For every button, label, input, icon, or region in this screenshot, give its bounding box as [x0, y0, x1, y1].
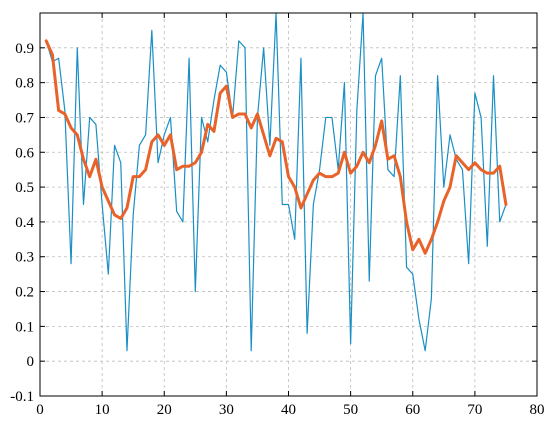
series-layer — [44, 12, 508, 352]
grid — [40, 13, 537, 396]
y-tick-label: 0.3 — [15, 250, 34, 266]
x-tick-label: 70 — [467, 402, 482, 418]
x-tick-label: 20 — [157, 402, 172, 418]
ticks — [39, 13, 538, 397]
y-tick-label: 0.8 — [15, 76, 34, 92]
y-tick-label: 0.7 — [15, 110, 34, 126]
x-tick-label: 50 — [343, 402, 358, 418]
y-tick-label: 0.2 — [15, 285, 34, 301]
y-tick-label: 0.6 — [15, 145, 34, 161]
y-tick-label: 0.4 — [15, 215, 34, 231]
y-tick-label: 0.5 — [15, 180, 34, 196]
x-tick-label: 0 — [36, 402, 44, 418]
x-tick-label: 80 — [530, 402, 545, 418]
y-tick-label: -0.1 — [10, 389, 34, 405]
x-tick-label: 30 — [219, 402, 234, 418]
x-tick-label: 60 — [405, 402, 420, 418]
y-tick-label: 0 — [27, 354, 35, 370]
x-tick-label: 10 — [95, 402, 110, 418]
x-tick-labels: 0 10 20 30 40 50 60 70 80 — [36, 402, 544, 418]
y-tick-label: 0.9 — [15, 41, 34, 57]
x-tick-label: 40 — [281, 402, 296, 418]
y-tick-labels: -0.1 0 0.1 0.2 0.3 0.4 0.5 0.6 0.7 0.8 0.9 — [10, 41, 34, 405]
y-tick-label: 0.1 — [15, 319, 34, 335]
series-line-1 — [45, 12, 507, 352]
series-line-2 — [44, 39, 508, 255]
